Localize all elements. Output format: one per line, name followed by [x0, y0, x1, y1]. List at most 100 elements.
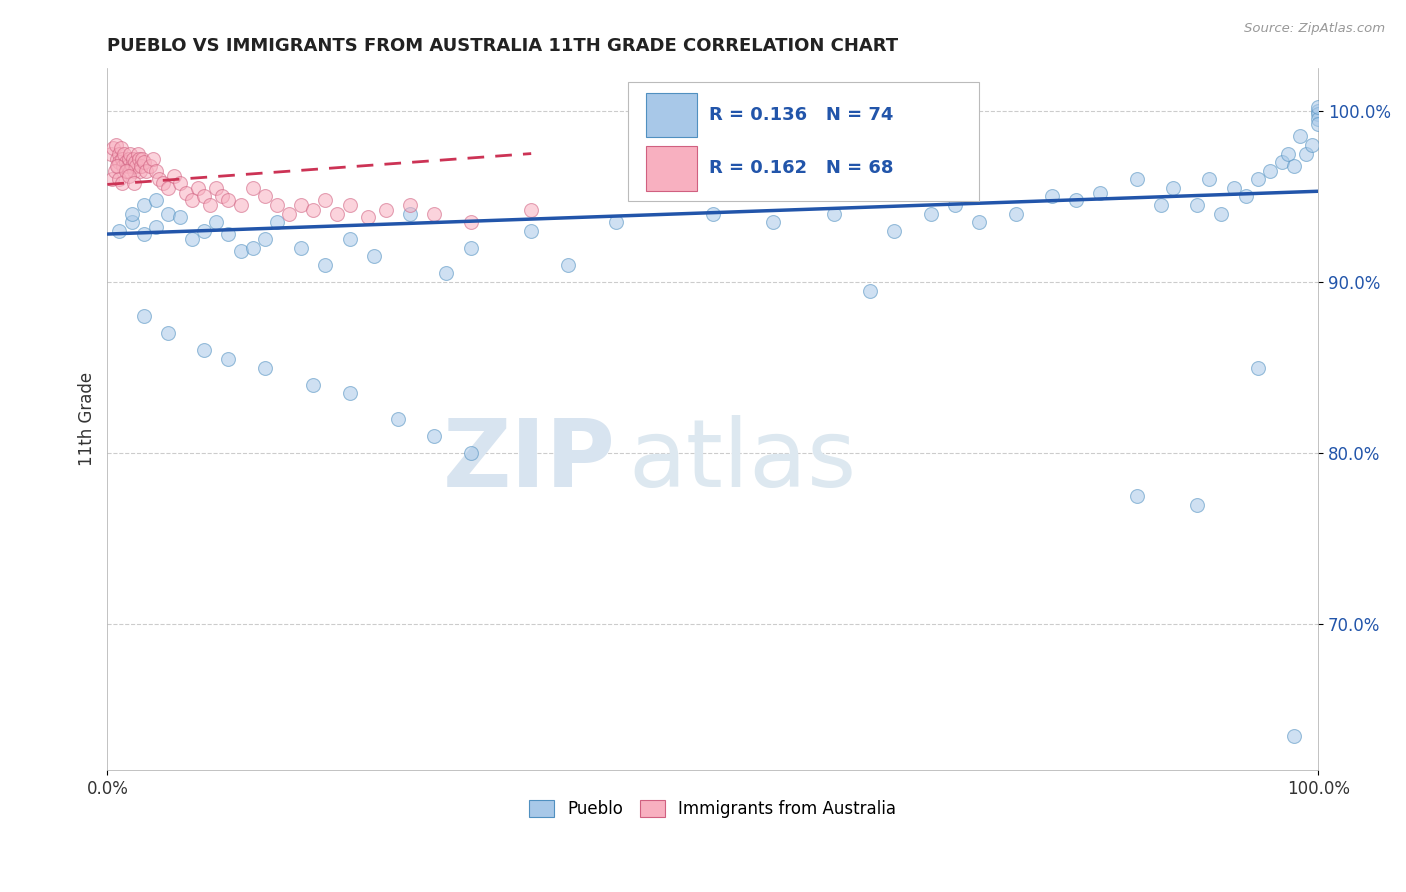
Point	[1234, 189, 1257, 203]
Point	[217, 352, 239, 367]
Point	[217, 227, 239, 241]
FancyBboxPatch shape	[628, 82, 979, 202]
Point	[229, 244, 252, 259]
Point	[100, 146, 122, 161]
Point	[187, 181, 209, 195]
Point	[605, 215, 627, 229]
Point	[131, 152, 153, 166]
Point	[253, 360, 276, 375]
Point	[859, 284, 882, 298]
Point	[139, 159, 162, 173]
Point	[108, 224, 131, 238]
Point	[1150, 198, 1173, 212]
Point	[132, 227, 155, 241]
Point	[117, 159, 139, 173]
Point	[1282, 729, 1305, 743]
Point	[920, 206, 942, 220]
Point	[124, 155, 146, 169]
Point	[108, 155, 131, 169]
Point	[104, 138, 127, 153]
Point	[193, 189, 215, 203]
Point	[200, 198, 222, 212]
Point	[105, 152, 128, 166]
Point	[156, 326, 179, 341]
Point	[1301, 138, 1323, 153]
Point	[943, 198, 966, 212]
Point	[326, 206, 349, 220]
Point	[1277, 146, 1299, 161]
Text: Source: ZipAtlas.com: Source: ZipAtlas.com	[1244, 22, 1385, 36]
Point	[122, 176, 145, 190]
Point	[104, 163, 127, 178]
Point	[253, 232, 276, 246]
Point	[702, 206, 724, 220]
Point	[1308, 100, 1330, 114]
Point	[1271, 155, 1294, 169]
Point	[112, 159, 135, 173]
Text: R = 0.136   N = 74: R = 0.136 N = 74	[709, 106, 894, 124]
Y-axis label: 11th Grade: 11th Grade	[79, 372, 96, 466]
Point	[1308, 112, 1330, 127]
Point	[120, 146, 142, 161]
Point	[374, 203, 396, 218]
Point	[339, 386, 361, 401]
Point	[266, 198, 288, 212]
Point	[111, 176, 134, 190]
Point	[174, 186, 197, 200]
Point	[108, 146, 131, 161]
Point	[266, 215, 288, 229]
Point	[115, 163, 138, 178]
Point	[387, 412, 409, 426]
Point	[967, 215, 990, 229]
Point	[132, 310, 155, 324]
Point	[1040, 189, 1063, 203]
Point	[1222, 181, 1244, 195]
Point	[132, 155, 155, 169]
Point	[762, 215, 785, 229]
Point	[127, 146, 149, 161]
Point	[1211, 206, 1233, 220]
Point	[205, 181, 228, 195]
Point	[152, 176, 174, 190]
Point	[883, 224, 905, 238]
Point	[148, 172, 170, 186]
Point	[107, 159, 129, 173]
Point	[181, 193, 204, 207]
Point	[121, 215, 143, 229]
Point	[1289, 129, 1312, 144]
Point	[1308, 103, 1330, 118]
Point	[1161, 181, 1184, 195]
Point	[242, 241, 264, 255]
Point	[314, 258, 336, 272]
Point	[193, 224, 215, 238]
Point	[1282, 159, 1305, 173]
Point	[169, 210, 191, 224]
Point	[1308, 107, 1330, 121]
Point	[1185, 498, 1208, 512]
Point	[1198, 172, 1220, 186]
Point	[423, 206, 446, 220]
Point	[122, 163, 145, 178]
Point	[193, 343, 215, 358]
FancyBboxPatch shape	[647, 93, 697, 137]
Point	[217, 193, 239, 207]
Point	[108, 172, 131, 186]
Point	[121, 152, 143, 166]
Point	[1125, 489, 1147, 503]
Point	[290, 198, 312, 212]
Point	[129, 163, 152, 178]
Legend: Pueblo, Immigrants from Australia: Pueblo, Immigrants from Australia	[523, 793, 903, 825]
Point	[156, 206, 179, 220]
Point	[1258, 163, 1281, 178]
FancyBboxPatch shape	[647, 146, 697, 191]
Point	[460, 215, 482, 229]
Point	[557, 258, 579, 272]
Point	[314, 193, 336, 207]
Point	[253, 189, 276, 203]
Point	[302, 203, 325, 218]
Point	[520, 224, 543, 238]
Point	[110, 141, 132, 155]
Point	[1090, 186, 1112, 200]
Point	[118, 152, 141, 166]
Point	[103, 141, 125, 155]
